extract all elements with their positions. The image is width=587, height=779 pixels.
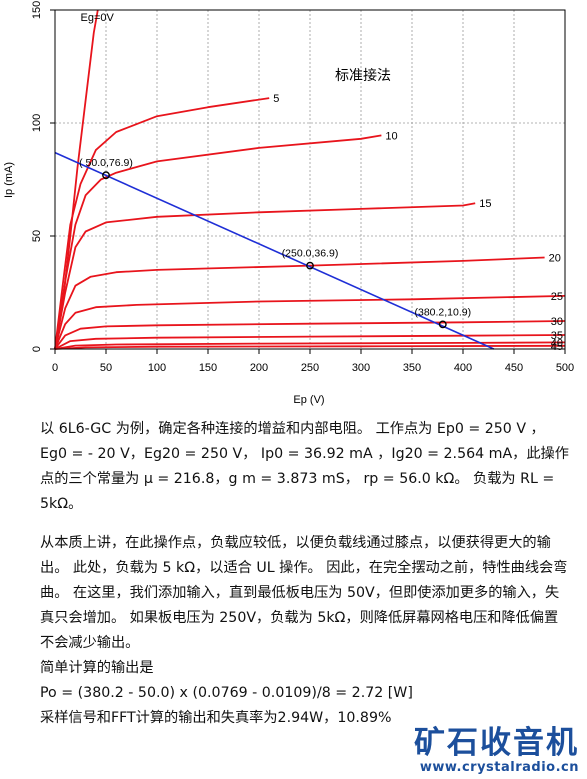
operating-point-label: (380.2,10.9): [414, 306, 471, 318]
load-line-group: [54, 151, 495, 350]
watermark-title: 矿石收音机: [414, 725, 579, 761]
y-tick-label: 50: [31, 230, 43, 242]
paragraph-operating-point: 以 6L6-GC 为例，确定各种连接的增益和内部电阻。 工作点为 Ep0 = 2…: [40, 421, 569, 512]
curve-eg-9: [54, 344, 566, 350]
paragraph-formula: Po = (380.2 - 50.0) x (0.0769 - 0.0109)/…: [40, 685, 413, 701]
y-tick-label: 150: [31, 1, 43, 19]
x-tick-label: 250: [301, 362, 319, 374]
curve-eg-4: [54, 256, 545, 350]
operating-points: ( 50.0,76.9) (250.0,36.9) (380.2,10.9): [79, 157, 471, 329]
load-line: [54, 151, 495, 350]
operating-point-marker: [306, 261, 314, 270]
curve-label-4: 20: [549, 252, 561, 264]
watermark-logo: 矿石收音机 www.crystalradio.cn: [414, 726, 579, 775]
curve-label-7: 35: [551, 330, 563, 342]
paragraph-simple-calc: 简单计算的输出是: [40, 660, 154, 676]
watermark-url: www.crystalradio.cn: [419, 760, 579, 775]
grid: [55, 10, 565, 349]
paragraph-fft-result: 采样信号和FFT计算的输出和失真率为2.94W，10.89%: [40, 710, 392, 726]
curve-label-8: 40: [551, 337, 563, 349]
x-tick-label: 150: [199, 362, 217, 374]
curve-label-6: 30: [551, 316, 563, 328]
paragraph-load-discussion: 从本质上讲，在此操作点，负载应较低，以便负载线通过膝点，以便获得更大的输出。 此…: [40, 535, 568, 651]
x-tick-label: 0: [52, 362, 58, 374]
x-tick-label: 100: [148, 362, 166, 374]
x-tick-label: 200: [250, 362, 268, 374]
x-tick-label: 450: [505, 362, 523, 374]
x-tick-label: 500: [556, 362, 574, 374]
x-tick-label: 400: [454, 362, 472, 374]
curve-label-0: Eg=0V: [81, 12, 115, 24]
y-tick-label: 100: [31, 114, 43, 132]
operating-point-marker: [102, 171, 110, 180]
curve-label-2: 10: [385, 130, 397, 142]
curve-eg-1: [54, 97, 270, 350]
x-tick-label: 300: [352, 362, 370, 374]
curve-eg-3: [54, 202, 476, 350]
operating-point-label: (250.0,36.9): [282, 248, 339, 260]
x-tick-label: 50: [100, 362, 112, 374]
curve-eg-5: [54, 295, 566, 350]
operating-point-marker: [438, 320, 447, 329]
curve-label-5: 25: [551, 291, 563, 303]
chart-annotation: 标准接法: [335, 67, 391, 83]
x-tick-label: 350: [403, 362, 421, 374]
operating-point-label: ( 50.0,76.9): [79, 157, 133, 169]
y-tick-label: 0: [31, 346, 43, 352]
curve-label-3: 15: [479, 198, 491, 210]
x-axis-label: Ep (V): [293, 394, 324, 406]
curve-eg-6: [54, 320, 566, 350]
y-axis-label: Ip (mA): [3, 162, 15, 198]
curve-label-9: 45: [551, 341, 563, 353]
curve-label-1: 5: [273, 93, 279, 105]
description: 以 6L6-GC 为例，确定各种连接的增益和内部电阻。 工作点为 Ep0 = 2…: [40, 417, 570, 731]
axis-ticks: 0 50 100 150 200 250 300 350 400 450 500 0 50 100 150: [31, 1, 574, 374]
